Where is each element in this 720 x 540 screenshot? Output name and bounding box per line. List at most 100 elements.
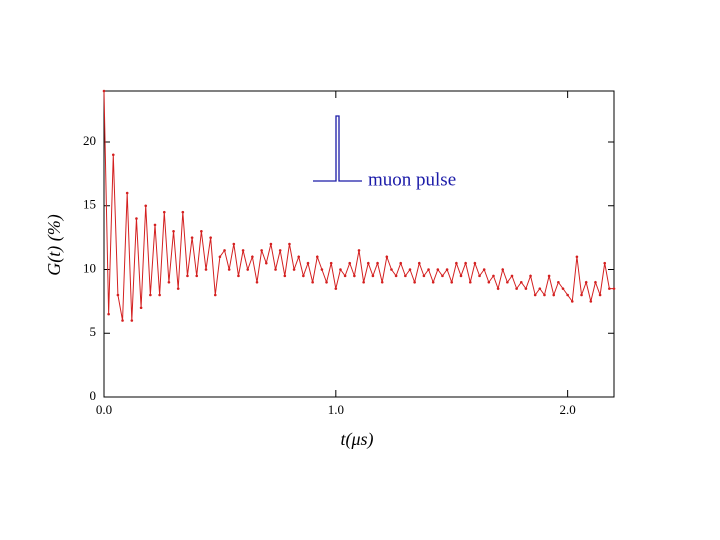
data-point (176, 287, 180, 290)
data-point (473, 261, 477, 265)
data-point (102, 89, 106, 93)
data-point (612, 287, 616, 290)
data-point (139, 306, 143, 310)
data-point (162, 210, 166, 214)
data-point (519, 280, 523, 284)
pulse-inset (313, 115, 362, 182)
data-point (413, 280, 416, 284)
plot-frame (103, 90, 615, 398)
annotation: muon pulse (368, 169, 456, 190)
data-point (288, 242, 291, 246)
data-point (445, 268, 449, 271)
data-line (103, 90, 614, 321)
data-point (547, 274, 551, 278)
pulse-shape (313, 115, 362, 182)
data-point (269, 242, 273, 246)
data-point (232, 242, 236, 246)
data-point (209, 236, 212, 239)
data-point (422, 274, 426, 278)
data-point (557, 280, 560, 284)
data-point (487, 280, 491, 284)
data-point (241, 249, 245, 252)
data-point (598, 293, 602, 297)
data-point (561, 287, 565, 290)
data-point (510, 274, 514, 278)
data-point (533, 293, 537, 297)
data-point (524, 287, 528, 290)
data-point (302, 274, 305, 278)
data-point (227, 268, 231, 271)
data-point (552, 293, 556, 297)
data-point (468, 280, 472, 284)
data-point (149, 293, 152, 297)
data-point (213, 293, 217, 297)
data-point (608, 287, 611, 290)
data-point (376, 261, 379, 265)
data-point (153, 223, 157, 227)
data-point (575, 255, 579, 259)
data-point (478, 274, 481, 278)
data-point (464, 261, 467, 265)
data-point (506, 280, 509, 284)
data-point (292, 268, 296, 271)
data-point (404, 274, 407, 278)
data-point (492, 274, 495, 278)
data-point (121, 319, 124, 322)
data-point (496, 287, 500, 290)
data-point (515, 287, 518, 290)
data-point (603, 261, 607, 265)
data-point (357, 249, 361, 252)
y-tick-label: 20 (83, 133, 96, 148)
data-point (353, 274, 356, 278)
data-point (343, 274, 347, 278)
x-tick-label: 2.0 (560, 402, 576, 417)
data-point (278, 249, 282, 252)
data-point (186, 274, 189, 278)
y-tick-label: 15 (83, 197, 96, 212)
data-point (311, 280, 314, 284)
data-point (130, 319, 134, 322)
data-point (371, 274, 375, 278)
data-point (297, 255, 301, 259)
data-point (399, 261, 403, 265)
data-point (459, 274, 463, 278)
y-tick-label: 10 (83, 260, 96, 275)
data-point (594, 280, 597, 284)
data-point (181, 210, 185, 214)
data-point (385, 255, 389, 259)
data-point (394, 274, 398, 278)
data-point (482, 268, 486, 271)
data-point (390, 268, 393, 271)
data-point (441, 274, 444, 278)
data-point (334, 287, 338, 290)
data-point (204, 268, 208, 271)
data-point (255, 280, 259, 284)
data-point (339, 268, 342, 271)
data-point (107, 312, 110, 316)
x-tick-label: 1.0 (328, 402, 344, 417)
data-point (135, 217, 138, 220)
data-point (538, 287, 542, 290)
data-point (362, 280, 365, 284)
data-point (329, 261, 333, 265)
data-point (455, 261, 458, 265)
data-point (283, 274, 287, 278)
data-point (172, 229, 175, 233)
data-point (315, 255, 319, 259)
data-point (450, 280, 454, 284)
data-point (589, 300, 593, 303)
data-point (431, 280, 435, 284)
data-point (306, 261, 310, 265)
data-point (144, 204, 148, 208)
data-point (380, 280, 384, 284)
data-point (366, 261, 370, 265)
data-point (190, 236, 194, 239)
data-point (580, 293, 583, 297)
x-tick-label: 0.0 (96, 402, 112, 417)
data-point (264, 261, 268, 265)
data-point (501, 268, 505, 271)
data-point (543, 293, 546, 297)
data-point (570, 300, 574, 303)
data-point (417, 261, 421, 265)
